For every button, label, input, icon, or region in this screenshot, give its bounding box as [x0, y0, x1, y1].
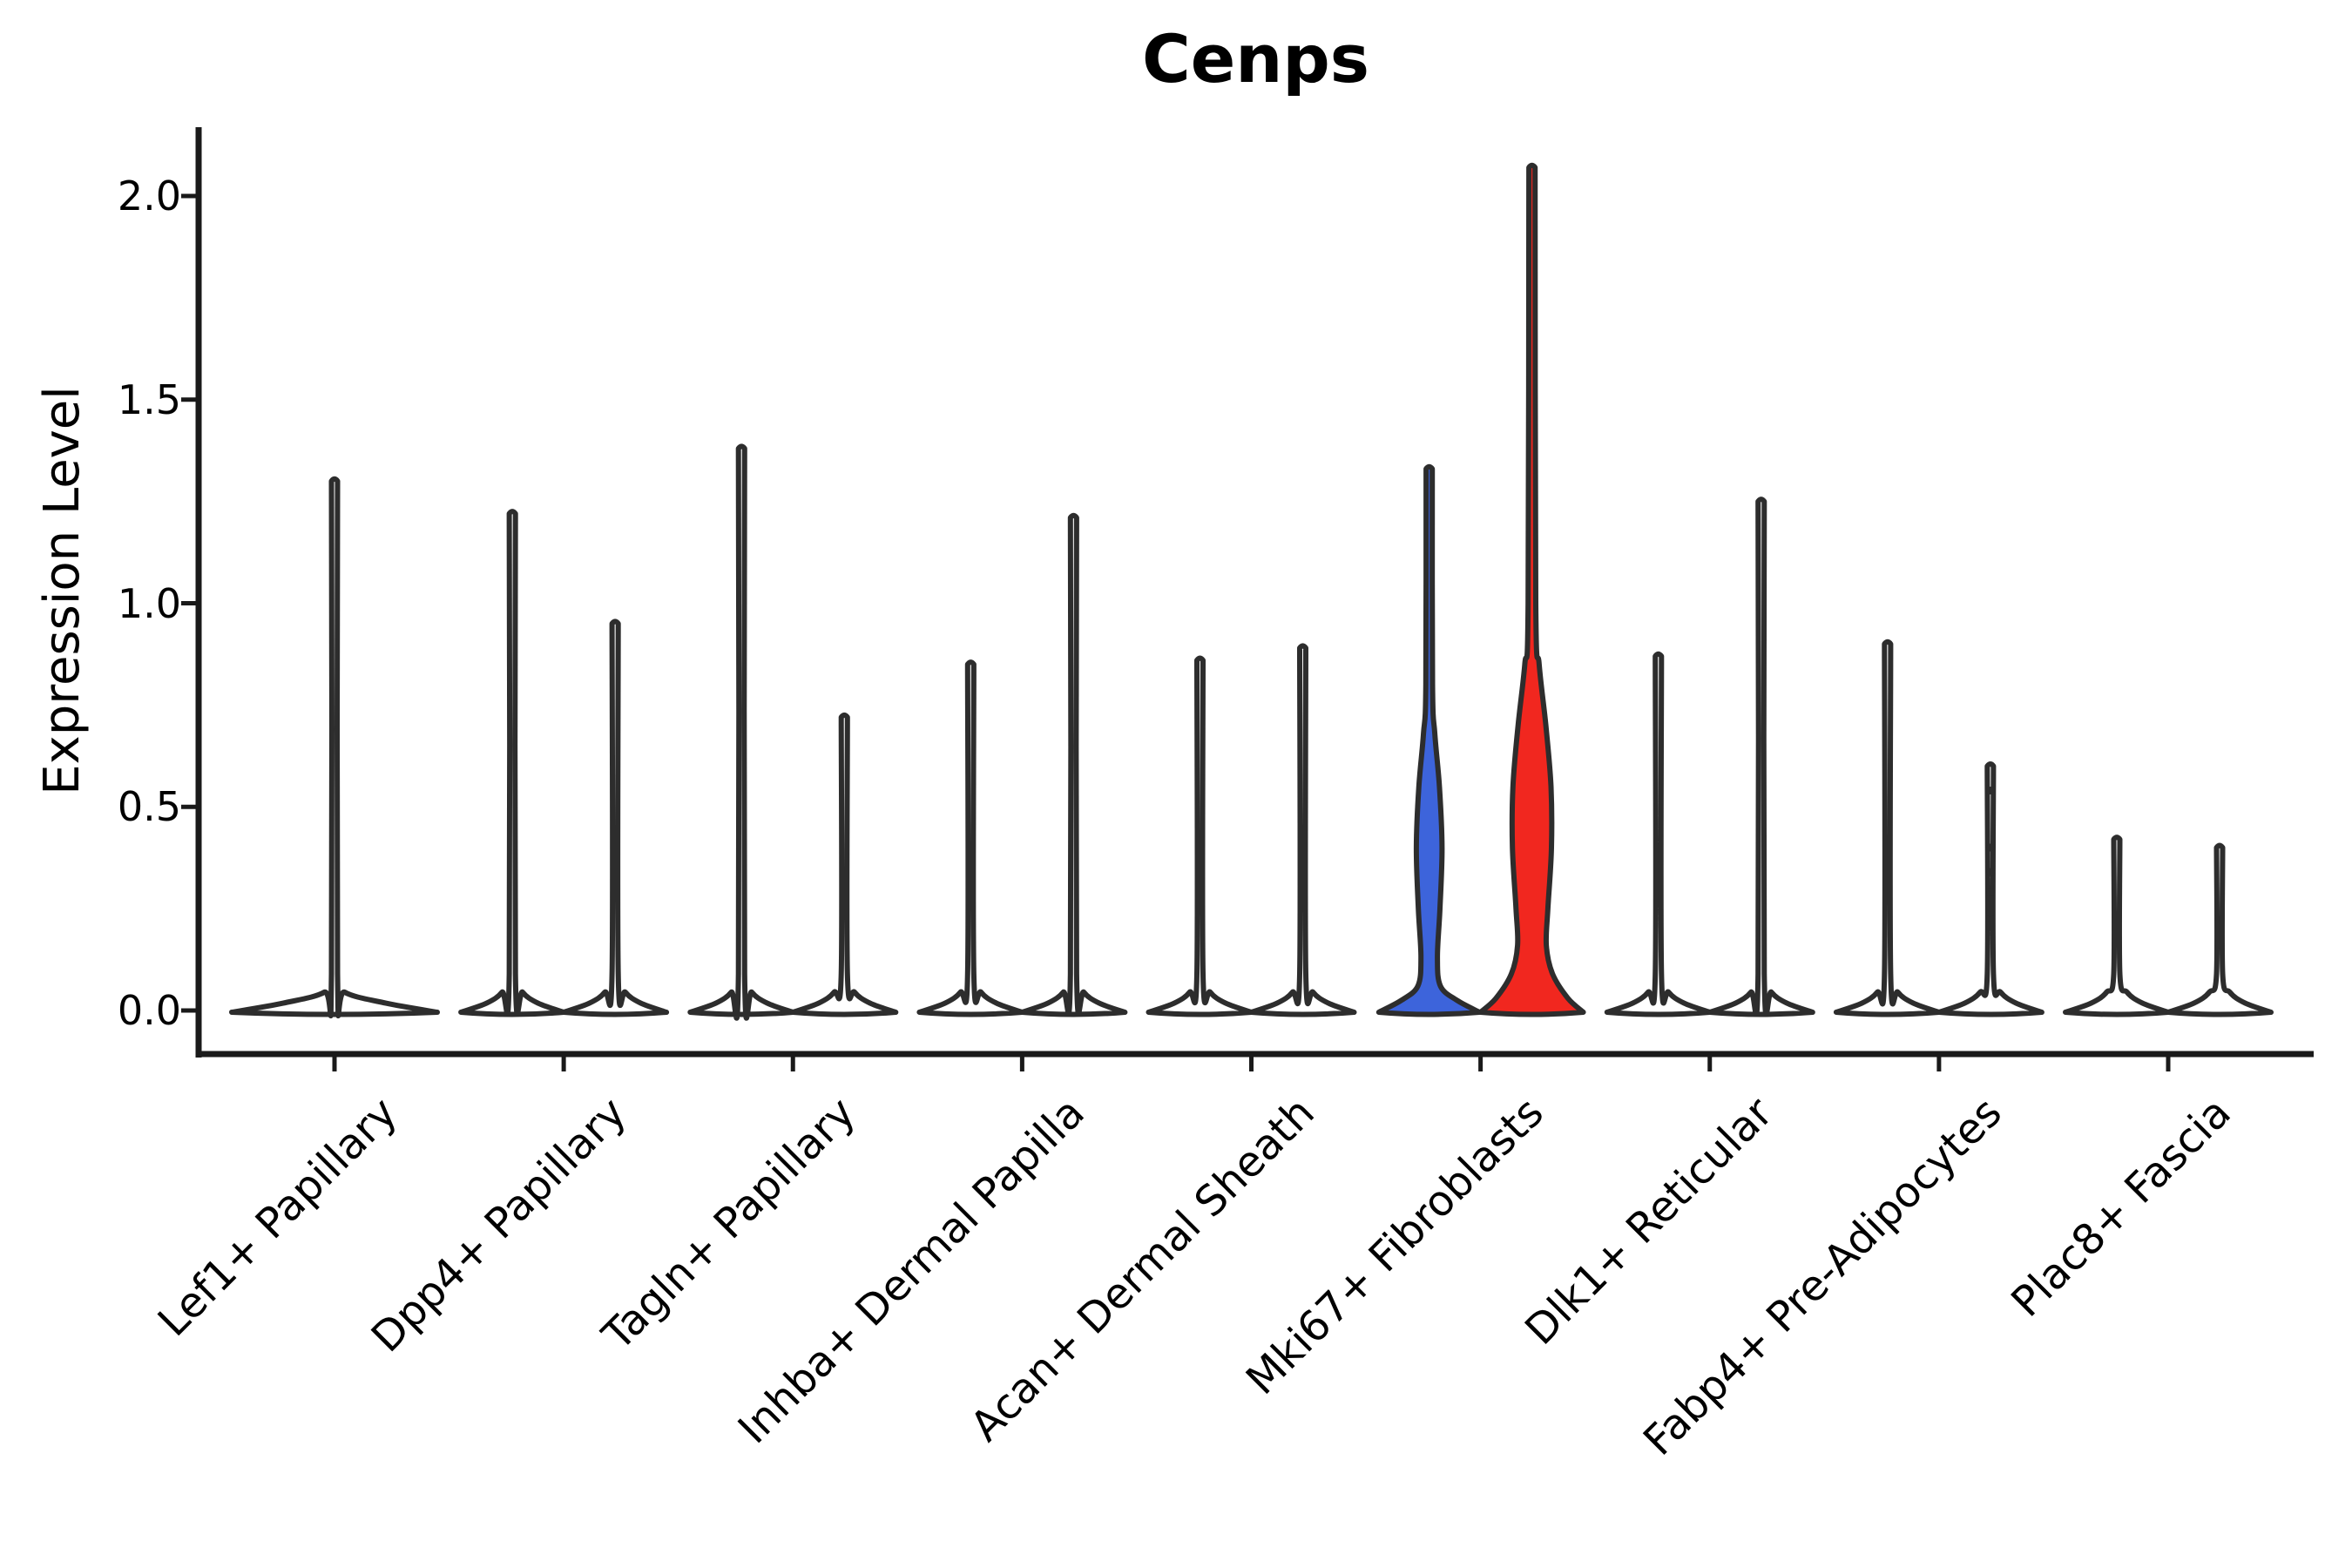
y-tick-label: 0.0	[117, 987, 181, 1034]
expression-dot	[1986, 909, 1995, 917]
violin-acan-dermal-sheath-left	[1146, 655, 1254, 1017]
expression-dot	[1986, 843, 1995, 852]
violin-acan-dermal-sheath-right	[1248, 643, 1357, 1017]
expression-dot	[1986, 868, 1995, 876]
violin-mki67-fibroblasts-right	[1477, 162, 1586, 1017]
violin-fabp4-pre-adipocytes-left	[1833, 639, 1942, 1017]
violin-tagln-papillary-left	[687, 443, 796, 1021]
expression-dot	[1986, 888, 1995, 896]
y-tick-label: 1.5	[117, 375, 181, 423]
violin-dpp4-papillary-left	[458, 509, 567, 1017]
violin-inhba-dermal-papilla-right	[1019, 512, 1128, 1017]
violin-plac8-fascia-right	[2166, 842, 2274, 1017]
violin-plac8-fascia-left	[2063, 835, 2171, 1017]
violin-mki67-fibroblasts-left	[1375, 463, 1483, 1017]
violin-tagln-papillary-right	[790, 712, 899, 1017]
y-tick-label: 2.0	[117, 172, 181, 220]
chart-title: Cenps	[1141, 20, 1370, 98]
y-tick-label: 0.5	[117, 783, 181, 831]
violin-dlk1-reticular-right	[1707, 497, 1815, 1017]
y-tick-label: 1.0	[117, 579, 181, 627]
violin-inhba-dermal-papilla-left	[916, 659, 1025, 1017]
expression-dot	[1986, 787, 1995, 795]
violin-dlk1-reticular-left	[1604, 651, 1713, 1017]
violin-lef1-papillary-single	[229, 476, 440, 1018]
violin-dpp4-papillary-right	[561, 618, 670, 1017]
